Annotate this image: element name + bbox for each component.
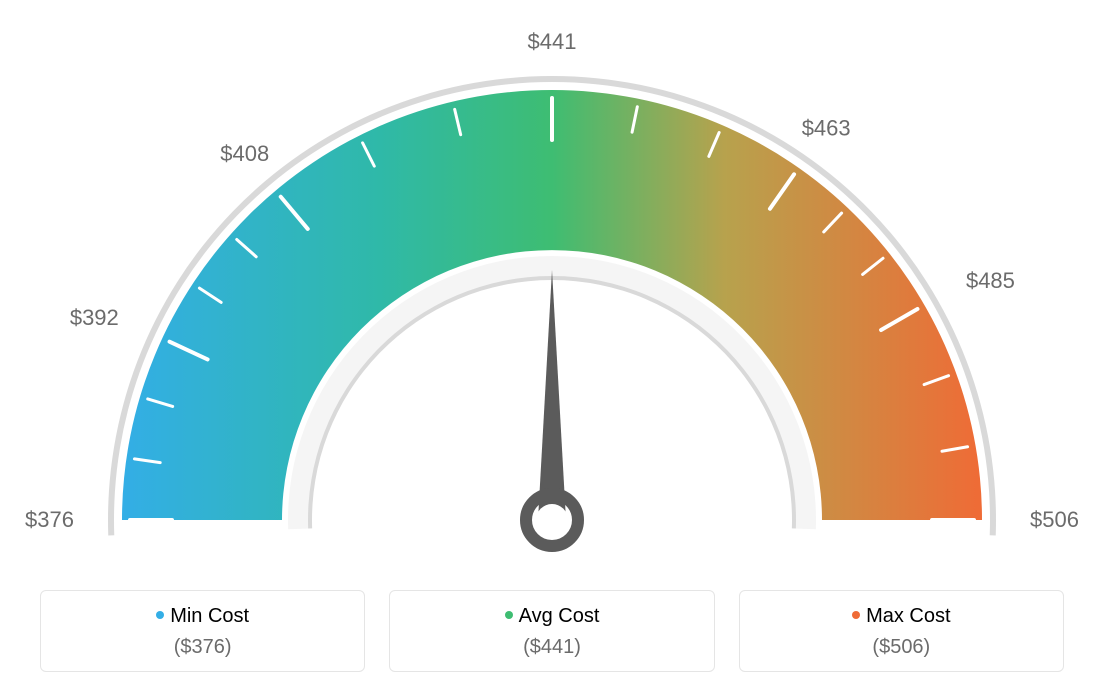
- legend-min-title: Min Cost: [51, 605, 354, 628]
- svg-text:$506: $506: [1030, 507, 1079, 532]
- dot-icon: [852, 611, 860, 619]
- legend-max-label: Max Cost: [866, 605, 950, 627]
- svg-text:$376: $376: [25, 507, 74, 532]
- legend-card-max: Max Cost ($506): [739, 590, 1064, 672]
- legend-card-min: Min Cost ($376): [40, 590, 365, 672]
- legend-avg-title: Avg Cost: [400, 605, 703, 628]
- legend-card-avg: Avg Cost ($441): [389, 590, 714, 672]
- legend-avg-value: ($441): [400, 636, 703, 659]
- svg-text:$408: $408: [220, 141, 269, 166]
- legend-row: Min Cost ($376) Avg Cost ($441) Max Cost…: [40, 590, 1064, 672]
- legend-max-value: ($506): [750, 636, 1053, 659]
- svg-text:$463: $463: [802, 115, 851, 140]
- legend-min-value: ($376): [51, 636, 354, 659]
- svg-text:$392: $392: [70, 305, 119, 330]
- gauge: $376 $392 $408 $441 $463 $485 $506: [0, 0, 1104, 560]
- dot-icon: [156, 611, 164, 619]
- dot-icon: [505, 611, 513, 619]
- legend-avg-label: Avg Cost: [519, 605, 600, 627]
- legend-min-label: Min Cost: [170, 605, 249, 627]
- legend-max-title: Max Cost: [750, 605, 1053, 628]
- cost-gauge-chart: $376 $392 $408 $441 $463 $485 $506 Min Cost ($…: [0, 0, 1104, 690]
- gauge-svg: $376 $392 $408 $441 $463 $485 $506: [0, 0, 1104, 560]
- svg-text:$485: $485: [966, 268, 1015, 293]
- svg-text:$441: $441: [528, 29, 577, 54]
